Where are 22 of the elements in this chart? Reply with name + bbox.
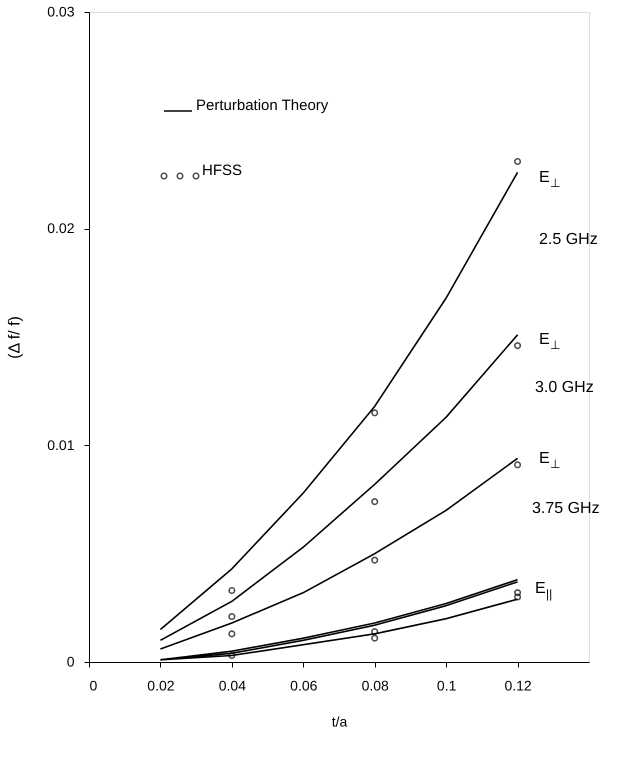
- annotation: 2.5 GHz: [539, 231, 598, 248]
- annotation: E⊥: [539, 450, 560, 471]
- annotation: E⊥: [539, 169, 560, 190]
- annotation: E||: [535, 580, 552, 601]
- x-tick-label: 0.02: [147, 678, 175, 694]
- annotation: 3.0 GHz: [535, 379, 594, 396]
- x-tick-label: 0.06: [290, 678, 318, 694]
- legend-label: Perturbation Theory: [196, 97, 329, 114]
- annotation: E⊥: [539, 331, 560, 352]
- annotation: 3.75 GHz: [532, 500, 600, 517]
- x-tick-label: 0.08: [362, 678, 390, 694]
- x-tick-label: 0.1: [436, 678, 457, 694]
- x-tick-label: 0.12: [504, 678, 532, 694]
- x-tick-label: 0.04: [218, 678, 246, 694]
- y-tick-label: 0.01: [47, 436, 75, 453]
- y-axis-title: (Δ f/ f): [6, 316, 24, 359]
- y-tick-label: 0.02: [47, 220, 75, 236]
- x-axis-title: t/a: [332, 714, 348, 730]
- y-tick-label: 0.03: [47, 4, 75, 20]
- x-tick-label: 0: [90, 678, 98, 694]
- y-tick-label: 0: [66, 654, 75, 670]
- legend-label: HFSS: [202, 162, 242, 179]
